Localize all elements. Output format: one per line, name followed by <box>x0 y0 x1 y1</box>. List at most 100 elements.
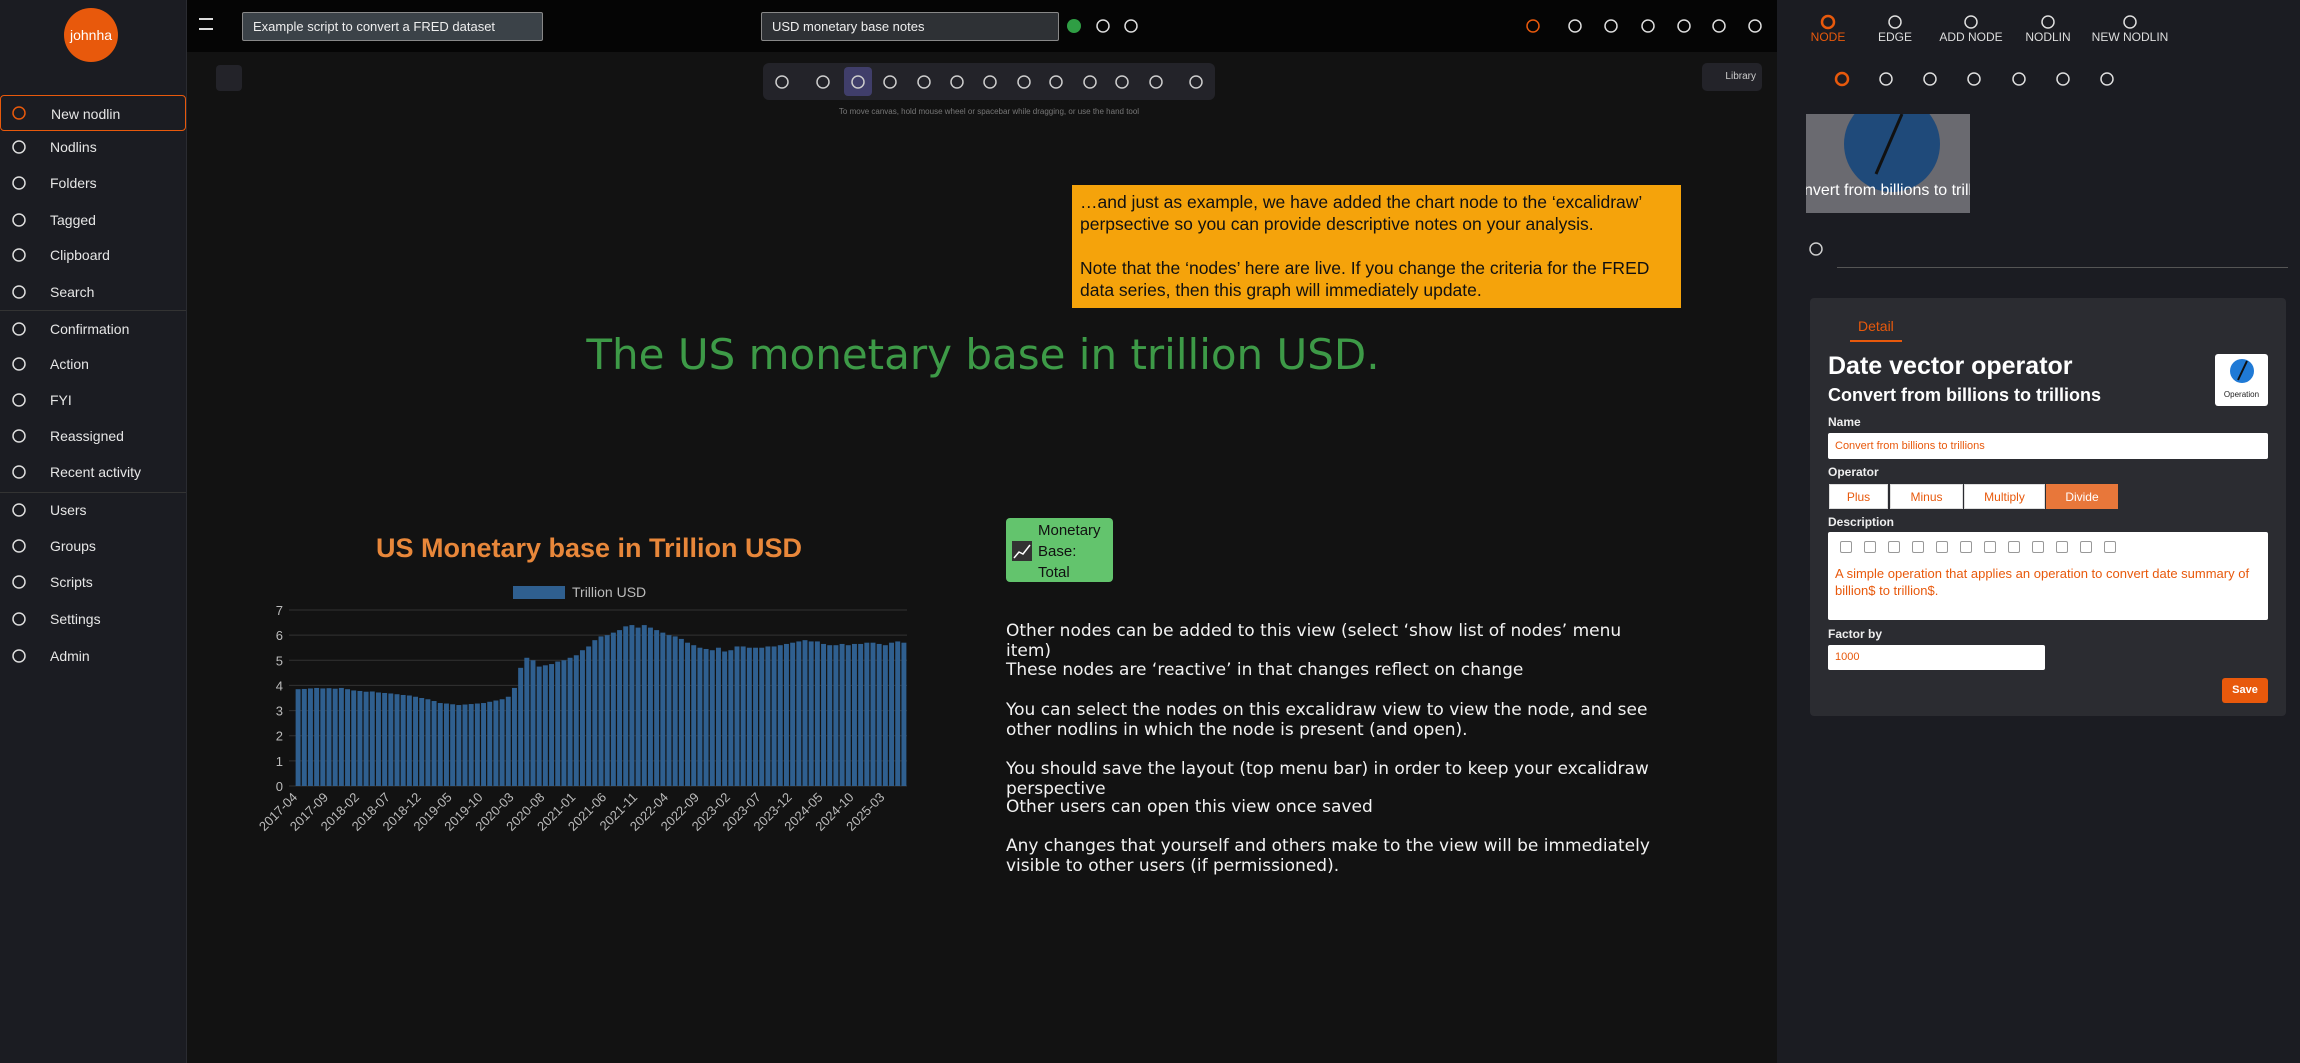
bar <box>363 691 369 786</box>
panel-tab[interactable]: NODLIN <box>2025 30 2071 44</box>
icon <box>2041 15 2055 29</box>
bar <box>901 642 907 786</box>
icon-shape <box>2056 72 2070 86</box>
bar <box>728 650 734 786</box>
sidebar-item[interactable]: Scripts <box>50 574 93 590</box>
bar <box>573 655 579 786</box>
bar <box>375 692 381 786</box>
y-tick-label: 5 <box>276 653 283 668</box>
sidebar-item[interactable]: Tagged <box>50 212 96 228</box>
node-label: Monetary Base: Total <box>1038 522 1101 581</box>
bar <box>338 687 344 786</box>
panel-tab[interactable]: ADD NODE <box>1939 30 2003 44</box>
node-preview[interactable]: nvert from billions to trillio <box>1806 114 1970 213</box>
bar <box>425 699 431 786</box>
canvas-menu <box>216 65 242 91</box>
sidebar-item[interactable]: New nodlin <box>0 95 186 131</box>
bar <box>456 705 462 786</box>
icon-shape <box>12 176 26 190</box>
icon <box>1149 75 1163 89</box>
bar <box>796 641 802 786</box>
icon <box>1641 19 1655 33</box>
avatar[interactable]: johnha <box>64 8 118 62</box>
icon <box>12 140 26 154</box>
bar <box>493 700 499 786</box>
bar <box>437 703 443 786</box>
sidebar-item[interactable]: Groups <box>50 538 96 554</box>
icon-shape <box>1967 72 1981 86</box>
bar <box>697 647 703 786</box>
icon <box>1124 19 1138 33</box>
bar <box>617 630 623 786</box>
sidebar-item[interactable]: FYI <box>50 392 72 408</box>
library-button[interactable]: Library <box>1702 63 1762 91</box>
icon <box>2100 72 2114 86</box>
panel-tab[interactable]: NEW NODLIN <box>2091 30 2169 44</box>
bar <box>876 643 882 786</box>
icon <box>983 75 997 89</box>
bar <box>499 699 505 786</box>
bar <box>802 640 808 786</box>
sidebar-item[interactable]: Reassigned <box>50 428 124 444</box>
sticky-note: …and just as example, we have added the … <box>1072 185 1681 308</box>
icon-shape <box>1712 19 1726 33</box>
bar <box>740 646 746 786</box>
icon-shape <box>1677 19 1691 33</box>
sidebar-item[interactable]: Action <box>50 356 89 372</box>
icon-shape <box>1526 19 1540 33</box>
icon <box>1568 19 1582 33</box>
bar <box>783 643 789 786</box>
sidebar-item[interactable]: Admin <box>50 648 90 664</box>
script-name[interactable]: Example script to convert a FRED dataset <box>242 12 543 41</box>
factor-input[interactable]: 1000 <box>1828 645 2045 670</box>
editor-tool <box>2008 541 2020 553</box>
icon-shape <box>12 322 26 336</box>
name-input[interactable]: Convert from billions to trillions <box>1828 433 2268 459</box>
panel-tab[interactable]: NODE <box>1810 30 1846 44</box>
icon-shape <box>12 612 26 626</box>
panel-tab[interactable]: EDGE <box>1877 30 1912 44</box>
operator-button[interactable]: Multiply <box>1964 484 2045 509</box>
y-tick-label: 3 <box>276 704 283 719</box>
bar <box>715 647 721 786</box>
icon-shape <box>12 393 26 407</box>
icon-label: Operation <box>2223 390 2260 399</box>
detail-tab[interactable]: Detail <box>1850 318 1902 342</box>
bar <box>845 645 851 786</box>
save-button[interactable]: Save <box>2222 678 2268 703</box>
sidebar-item[interactable]: Confirmation <box>50 321 130 337</box>
sidebar-item[interactable]: Nodlins <box>50 139 97 155</box>
icon-shape <box>1568 19 1582 33</box>
sidebar-item[interactable]: Folders <box>50 175 97 191</box>
bar <box>301 688 307 786</box>
icon <box>12 612 26 626</box>
icon <box>1967 72 1981 86</box>
bar <box>753 647 759 786</box>
sidebar-item[interactable]: Users <box>50 502 87 518</box>
description-editor[interactable]: A simple operation that applies an opera… <box>1828 532 2268 620</box>
sidebar-item[interactable]: Search <box>50 284 95 300</box>
icon <box>12 106 26 120</box>
chart-node[interactable]: Monetary Base: Total <box>1006 518 1113 582</box>
operator-button[interactable]: Divide <box>2046 484 2118 509</box>
sidebar-item[interactable]: Clipboard <box>50 247 110 263</box>
sidebar-item[interactable]: Settings <box>50 611 101 627</box>
bar <box>709 650 715 786</box>
operator-button[interactable]: Plus <box>1829 484 1888 509</box>
view-select[interactable]: USD monetary base notes <box>761 12 1059 41</box>
tag-select[interactable] <box>1837 232 2288 268</box>
note: These nodes are ‘reactive’ in that chang… <box>1006 660 1524 680</box>
sidebar-item[interactable]: Recent activity <box>50 464 142 480</box>
editor-tool <box>1984 541 1996 553</box>
operator-button[interactable]: Minus <box>1890 484 1963 509</box>
bar <box>771 646 777 786</box>
icon-graphic <box>2230 359 2254 383</box>
icon <box>12 285 26 299</box>
editor-tool <box>1888 541 1900 553</box>
icon <box>1083 75 1097 89</box>
bar <box>406 695 412 786</box>
icon-shape <box>1149 75 1163 89</box>
bar <box>536 666 542 786</box>
bar <box>777 645 783 786</box>
